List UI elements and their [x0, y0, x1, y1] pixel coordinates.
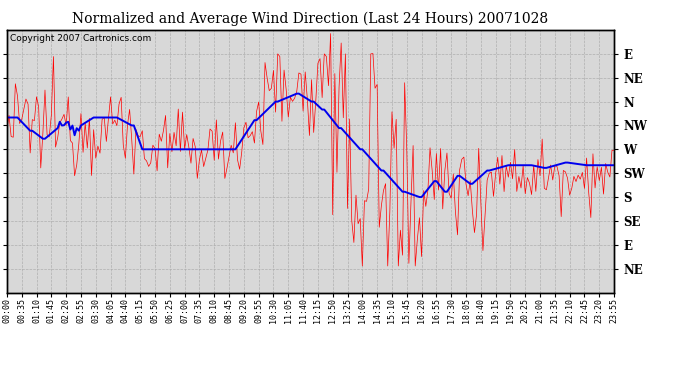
Text: Copyright 2007 Cartronics.com: Copyright 2007 Cartronics.com: [10, 34, 151, 43]
Text: Normalized and Average Wind Direction (Last 24 Hours) 20071028: Normalized and Average Wind Direction (L…: [72, 11, 549, 26]
